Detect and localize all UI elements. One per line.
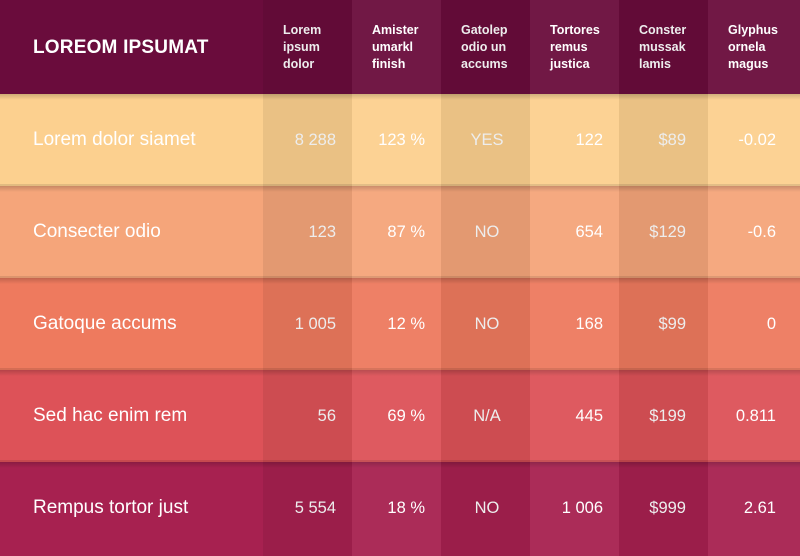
table-cell: 87 %	[387, 223, 425, 241]
row-label: Gatoque accums	[33, 313, 177, 334]
table-cell: 8 288	[294, 131, 336, 149]
table-cell: 5 554	[294, 499, 336, 517]
row-label: Lorem dolor siamet	[33, 129, 196, 150]
table-cell: 56	[317, 407, 336, 425]
column-header-1: Lorem ipsum dolor	[283, 23, 322, 71]
table-cell: -0.02	[738, 131, 776, 149]
table-row: Sed hac enim rem 56 69 % N/A 445 $199 0.…	[0, 370, 800, 462]
table-cell: 654	[575, 223, 603, 241]
table-row: Gatoque accums 1 005 12 % NO 168 $99 0	[0, 278, 800, 370]
table-cell: 2.61	[743, 499, 776, 517]
table-cell: NO	[474, 315, 500, 333]
table-title: LOREOM IPSUMAT	[33, 37, 209, 58]
table-cell: 0.811	[735, 407, 776, 425]
table-cell: $999	[649, 499, 686, 517]
table-cell: 18 %	[387, 499, 425, 517]
row-label: Rempus tortor just	[33, 497, 189, 518]
table-cell: YES	[470, 131, 504, 149]
table-cell: 123 %	[378, 131, 425, 149]
table-cell: 12 %	[387, 315, 425, 333]
column-header-5: Conster mussak lamis	[639, 23, 687, 71]
table-row: Lorem dolor siamet 8 288 123 % YES 122 $…	[0, 94, 800, 186]
table-cell: 122	[575, 131, 603, 149]
table-row: Consecter odio 123 87 % NO 654 $129 -0.6	[0, 186, 800, 278]
table-header: LOREOM IPSUMAT Lorem ipsum dolor Amister um…	[0, 0, 800, 94]
table-cell: NO	[474, 499, 500, 517]
table-cell: 0	[766, 315, 776, 333]
table-cell: 445	[575, 407, 603, 425]
table-row: Rempus tortor just 5 554 18 % NO 1 006 $…	[0, 462, 800, 556]
table-cell: -0.6	[747, 223, 776, 241]
table-cell: 123	[308, 223, 336, 241]
column-header-4: Tortores remus justica	[550, 23, 600, 71]
table-cell: NO	[474, 223, 500, 241]
table-cell: $199	[649, 407, 686, 425]
table-cell: 168	[575, 315, 603, 333]
table-cell: $89	[658, 131, 686, 149]
row-label: Sed hac enim rem	[33, 405, 188, 426]
column-header-6: Glyphus ornela magus	[728, 23, 779, 71]
table-cell: 1 005	[294, 315, 336, 333]
column-header-2: Amister umarkl finish	[372, 23, 419, 71]
table-cell: N/A	[473, 407, 501, 425]
row-label: Consecter odio	[33, 221, 161, 242]
table-cell: 69 %	[387, 407, 425, 425]
table-cell: $129	[649, 223, 686, 241]
table-cell: $99	[658, 315, 686, 333]
table-cell: 1 006	[561, 499, 603, 517]
column-header-3: Gatolep odio un accums	[461, 23, 508, 71]
